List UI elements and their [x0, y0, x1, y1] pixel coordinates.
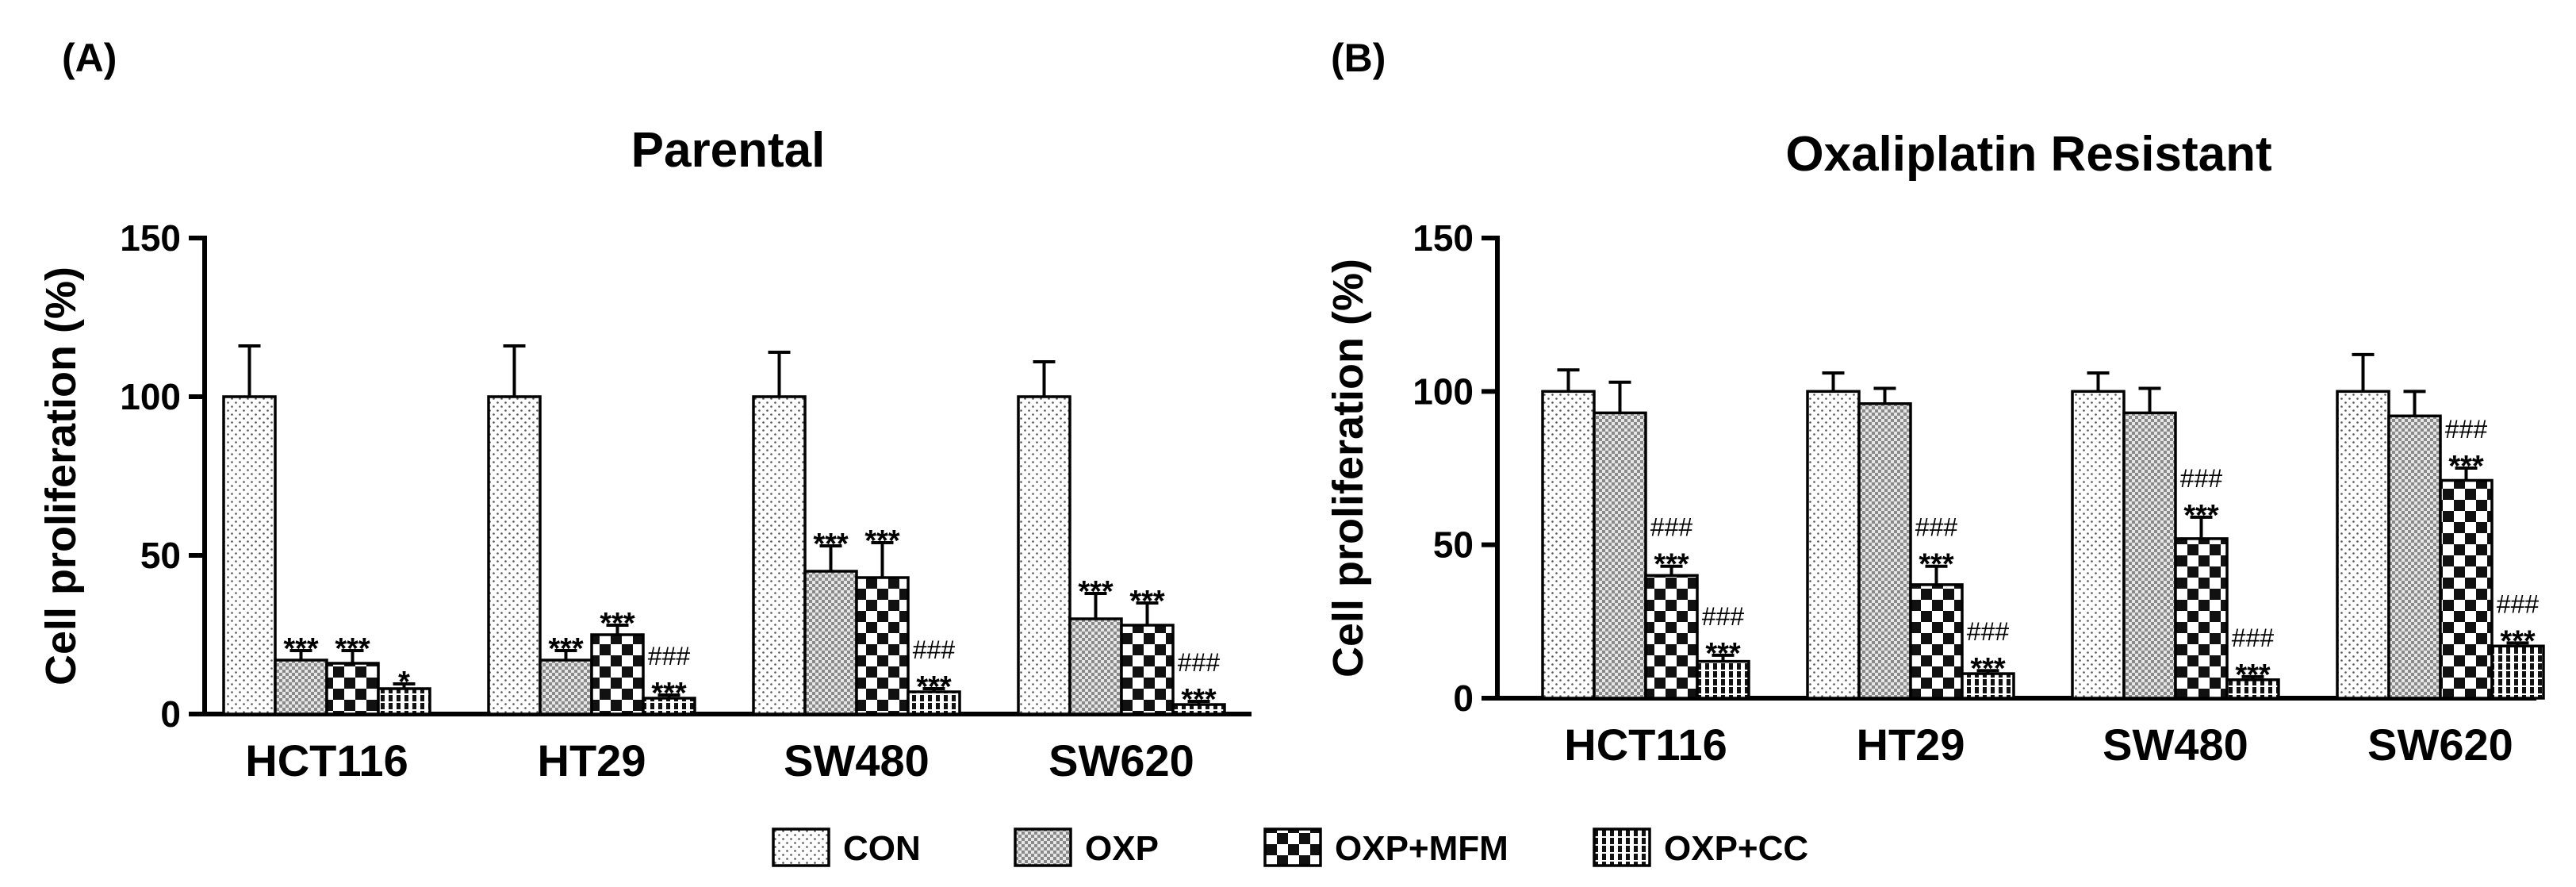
legend-label: OXP+MFM	[1335, 829, 1508, 868]
bar-oxp	[2122, 411, 2177, 700]
x-tick-label: SW480	[784, 735, 930, 785]
bar-con	[1541, 390, 1596, 700]
significance-star-label: ***	[2500, 624, 2536, 658]
y-axis-title: Cell proliferation (%)	[1324, 259, 1372, 678]
bar-oxp-mfm	[1909, 583, 1964, 700]
legend-swatch-con	[772, 827, 830, 867]
x-tick-label: HT29	[1857, 720, 1965, 770]
significance-hash-label: ###	[2232, 624, 2275, 652]
bar-oxp-mfm	[1644, 574, 1699, 700]
significance-star-label: ***	[1705, 637, 1741, 670]
significance-hash-label: ###	[2445, 415, 2488, 444]
significance-hash-label: ###	[648, 642, 691, 670]
significance-star-label: ***	[600, 607, 635, 640]
bar-oxp	[803, 570, 858, 716]
bar-oxp-mfm	[325, 662, 380, 716]
significance-hash-label: ###	[1702, 602, 1745, 631]
bar-oxp	[539, 659, 593, 716]
significance-hash-label: ###	[1178, 648, 1221, 677]
significance-star-label: ***	[1129, 585, 1165, 618]
bar-con	[487, 395, 542, 716]
x-tick-label: SW620	[2367, 720, 2513, 770]
bar-con	[1017, 395, 1071, 716]
bar-oxp-cc	[1696, 659, 1750, 700]
legend-label: OXP	[1085, 829, 1159, 868]
significance-star-label: ***	[2183, 499, 2219, 532]
significance-star-label: ***	[1970, 652, 2006, 685]
bar-oxp-mfm	[855, 576, 910, 716]
significance-star-label: ***	[1919, 548, 1954, 582]
y-tick-label: 150	[1413, 217, 1474, 259]
x-tick-label: HCT116	[1564, 720, 1727, 770]
bar-oxp-mfm	[2439, 478, 2494, 700]
x-tick-label: SW620	[1048, 735, 1194, 785]
significance-hash-label: ###	[1967, 617, 2010, 646]
significance-star-label: ***	[864, 524, 900, 558]
significance-hash-label: ###	[1650, 513, 1693, 542]
bar-oxp-mfm	[590, 633, 645, 716]
x-tick-label: HT29	[538, 735, 646, 785]
significance-hash-label: ###	[1915, 513, 1958, 542]
bar-oxp	[1593, 411, 1647, 700]
legend-swatch-oxp-cc	[1593, 827, 1651, 867]
chart-parental: Parental Cell proliferation (%) 0 50 100 150 H…	[37, 123, 1252, 785]
significance-star-label: ***	[2448, 450, 2484, 483]
legend: CON OXP OXP+MFM OXP+CC	[772, 827, 1808, 868]
x-tick-label: HCT116	[245, 735, 408, 785]
significance-star-label: ***	[1654, 548, 1689, 582]
chart-title: Oxaliplatin Resistant	[1785, 127, 2271, 182]
y-tick-label: 0	[160, 693, 181, 735]
significance-hash-label: ###	[913, 635, 956, 664]
panel-label-b: (B)	[1331, 36, 1386, 80]
legend-label: OXP+CC	[1664, 829, 1808, 868]
bar-oxp	[1857, 402, 1912, 700]
y-tick-label: 50	[1433, 524, 1474, 566]
bar-oxp-cc	[377, 687, 431, 716]
significance-star-label: ***	[1078, 575, 1114, 609]
y-tick-label: 100	[1413, 371, 1474, 412]
y-tick-label: 150	[120, 217, 181, 259]
legend-swatch-oxp-mfm	[1263, 827, 1322, 867]
chart-title: Parental	[631, 123, 826, 178]
y-tick-label: 50	[140, 535, 181, 576]
bar-con	[222, 395, 277, 716]
bar-con	[2071, 390, 2126, 700]
legend-label: CON	[843, 829, 921, 868]
bar-oxp	[1068, 617, 1123, 716]
x-tick-label: SW480	[2103, 720, 2248, 770]
significance-star-label: ***	[335, 632, 370, 666]
y-axis-title: Cell proliferation (%)	[37, 267, 85, 685]
significance-star-label: ***	[2235, 659, 2271, 692]
significance-star-label: ***	[916, 670, 952, 704]
bar-oxp-mfm	[2174, 537, 2229, 700]
significance-hash-label: ###	[2497, 589, 2540, 618]
significance-star-label: ***	[1181, 683, 1217, 716]
y-tick-label: 100	[120, 376, 181, 417]
bar-con	[1806, 390, 1861, 700]
bar-oxp-mfm	[1120, 624, 1175, 716]
panel-label-a: (A)	[62, 36, 117, 80]
chart-oxaliplatin-resistant: Oxaliplatin Resistant Cell proliferation …	[1324, 127, 2545, 770]
legend-swatch-oxp	[1014, 827, 1072, 867]
significance-star-label: ***	[813, 528, 849, 561]
significance-star-label: ***	[548, 632, 584, 666]
significance-star-label: *	[398, 666, 410, 699]
bar-oxp-cc	[1961, 672, 2015, 700]
bar-oxp	[2387, 414, 2442, 700]
significance-hash-label: ###	[2180, 464, 2223, 493]
bar-con	[2336, 390, 2390, 700]
bar-oxp	[274, 659, 328, 716]
y-tick-label: 0	[1453, 678, 1474, 719]
significance-star-label: ***	[651, 677, 687, 710]
significance-star-label: ***	[283, 632, 319, 666]
bar-con	[752, 395, 807, 716]
